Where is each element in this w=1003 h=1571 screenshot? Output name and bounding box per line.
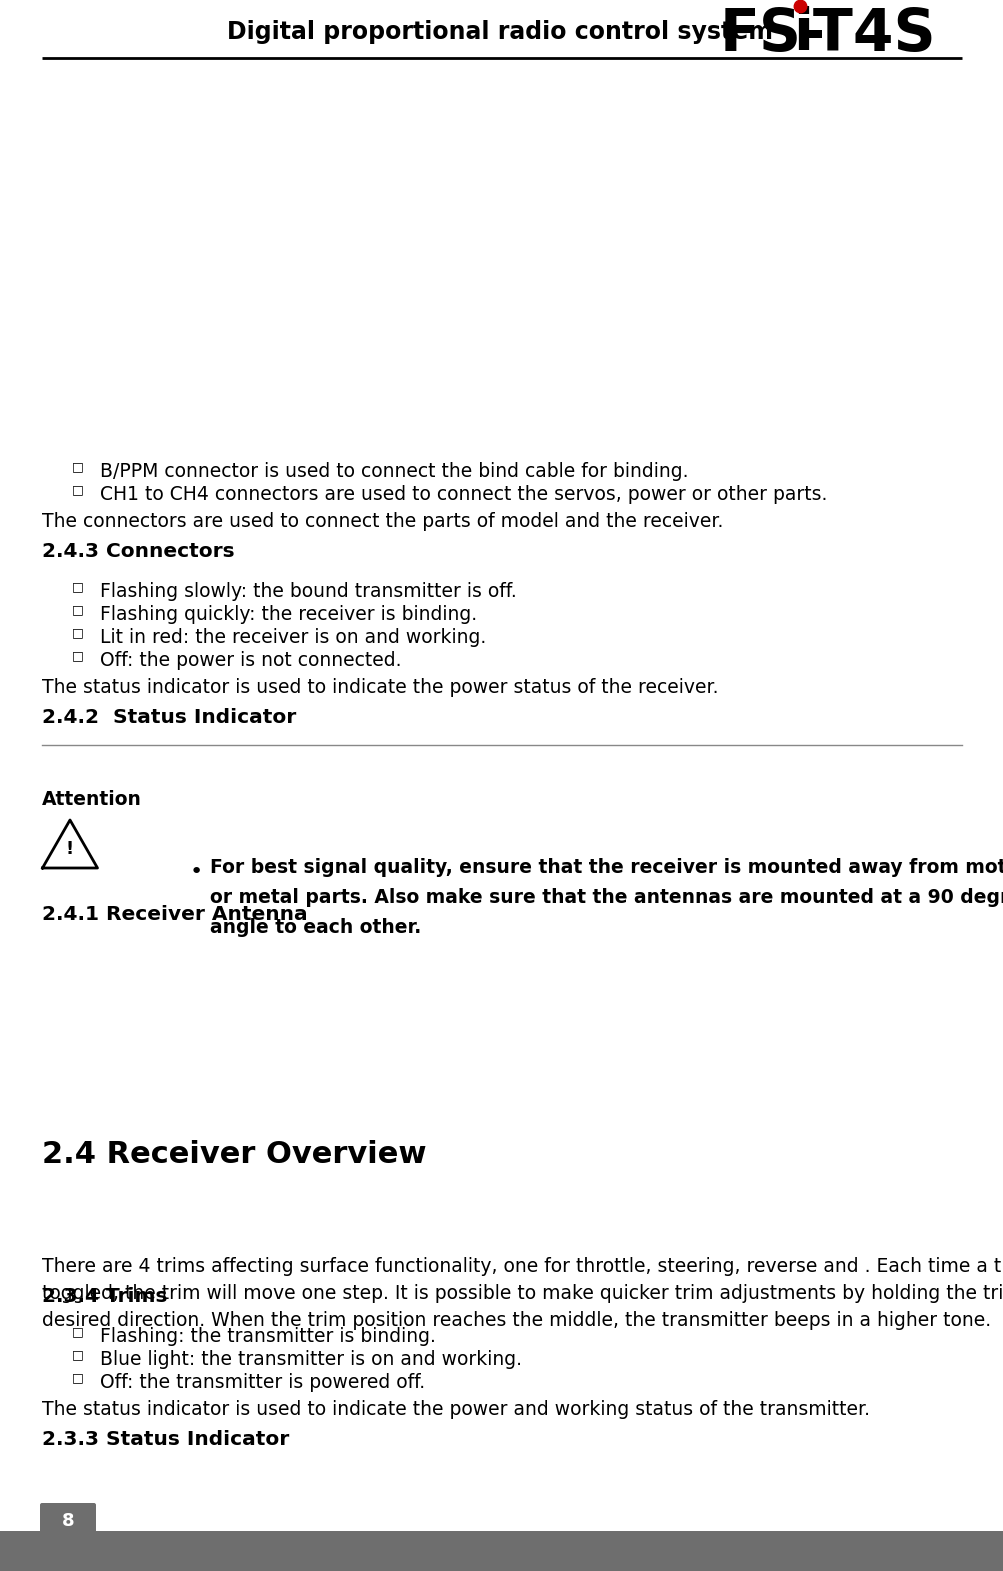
Text: Flashing: the transmitter is binding.: Flashing: the transmitter is binding. bbox=[100, 1327, 435, 1346]
Text: toggled, the trim will move one step. It is possible to make quicker trim adjust: toggled, the trim will move one step. It… bbox=[42, 1284, 1003, 1302]
Text: For best signal quality, ensure that the receiver is mounted away from motors: For best signal quality, ensure that the… bbox=[210, 858, 1003, 877]
Text: 2.4.3 Connectors: 2.4.3 Connectors bbox=[42, 542, 235, 561]
Bar bbox=[0, 1532, 1003, 1571]
Text: Blue light: the transmitter is on and working.: Blue light: the transmitter is on and wo… bbox=[100, 1349, 522, 1368]
Text: angle to each other.: angle to each other. bbox=[210, 917, 421, 936]
Text: desired direction. When the trim position reaches the middle, the transmitter be: desired direction. When the trim positio… bbox=[42, 1312, 990, 1331]
Text: □: □ bbox=[72, 625, 83, 639]
Text: 2.3.3 Status Indicator: 2.3.3 Status Indicator bbox=[42, 1430, 289, 1448]
Text: Lit in red: the receiver is on and working.: Lit in red: the receiver is on and worki… bbox=[100, 628, 485, 647]
Text: □: □ bbox=[72, 1324, 83, 1338]
Text: There are 4 trims affecting surface functionality, one for throttle, steering, r: There are 4 trims affecting surface func… bbox=[42, 1257, 1003, 1276]
Text: iT4S: iT4S bbox=[792, 6, 935, 63]
Text: !: ! bbox=[66, 840, 74, 858]
Text: The status indicator is used to indicate the power status of the receiver.: The status indicator is used to indicate… bbox=[42, 679, 718, 698]
Text: The connectors are used to connect the parts of model and the receiver.: The connectors are used to connect the p… bbox=[42, 512, 722, 531]
Text: Flashing quickly: the receiver is binding.: Flashing quickly: the receiver is bindin… bbox=[100, 605, 476, 624]
Text: •: • bbox=[190, 862, 203, 881]
Text: Attention: Attention bbox=[42, 790, 141, 809]
Text: 2.4.1 Receiver Antenna: 2.4.1 Receiver Antenna bbox=[42, 905, 307, 924]
Text: Off: the power is not connected.: Off: the power is not connected. bbox=[100, 650, 401, 669]
Text: □: □ bbox=[72, 1348, 83, 1360]
Text: The status indicator is used to indicate the power and working status of the tra: The status indicator is used to indicate… bbox=[42, 1400, 870, 1419]
Text: CH1 to CH4 connectors are used to connect the servos, power or other parts.: CH1 to CH4 connectors are used to connec… bbox=[100, 485, 826, 504]
Text: B/PPM connector is used to connect the bind cable for binding.: B/PPM connector is used to connect the b… bbox=[100, 462, 688, 481]
Text: FS-: FS- bbox=[719, 6, 825, 63]
Text: 8: 8 bbox=[61, 1511, 74, 1530]
Text: 2.4 Receiver Overview: 2.4 Receiver Overview bbox=[42, 1141, 426, 1169]
Text: 2.3.4 Trims: 2.3.4 Trims bbox=[42, 1287, 168, 1306]
Text: □: □ bbox=[72, 580, 83, 592]
Text: or metal parts. Also make sure that the antennas are mounted at a 90 degree: or metal parts. Also make sure that the … bbox=[210, 888, 1003, 906]
Text: □: □ bbox=[72, 460, 83, 473]
Text: □: □ bbox=[72, 482, 83, 496]
Text: □: □ bbox=[72, 649, 83, 661]
Text: □: □ bbox=[72, 1371, 83, 1384]
Text: Digital proportional radio control system: Digital proportional radio control syste… bbox=[227, 20, 772, 44]
Text: Off: the transmitter is powered off.: Off: the transmitter is powered off. bbox=[100, 1373, 424, 1392]
Text: 2.4.2  Status Indicator: 2.4.2 Status Indicator bbox=[42, 709, 296, 727]
Text: Flashing slowly: the bound transmitter is off.: Flashing slowly: the bound transmitter i… bbox=[100, 581, 517, 602]
FancyBboxPatch shape bbox=[40, 1503, 96, 1535]
Text: □: □ bbox=[72, 603, 83, 616]
